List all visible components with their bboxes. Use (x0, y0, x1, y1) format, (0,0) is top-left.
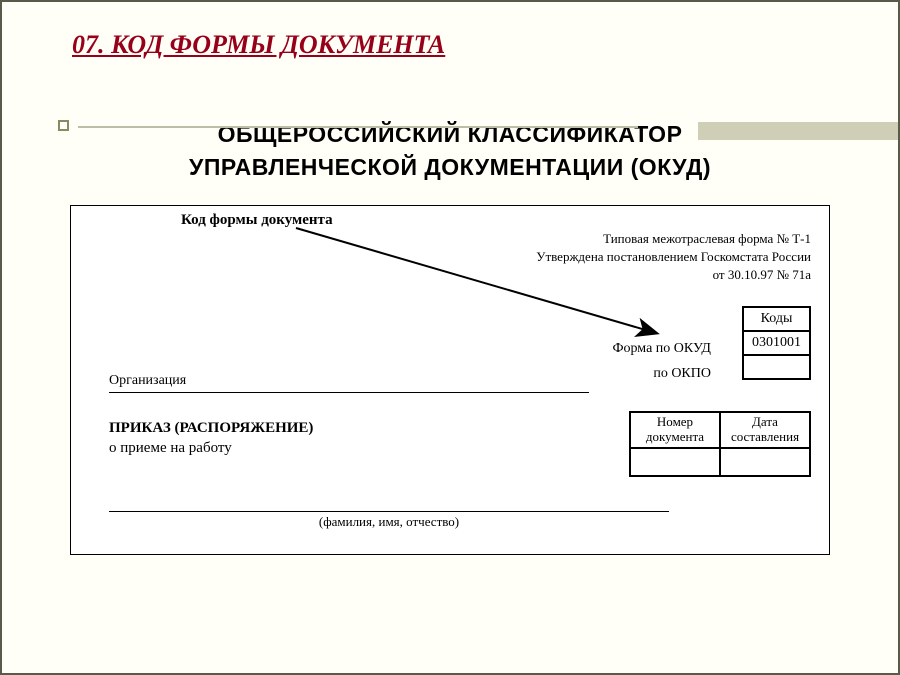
col-number-l1: Номер (657, 414, 693, 429)
order-title: ПРИКАЗ (РАСПОРЯЖЕНИЕ) (109, 418, 313, 438)
approval-line-2: Утверждена постановлением Госкомстата Ро… (536, 248, 811, 266)
subtitle-line-1: ОБЩЕРОССИЙСКИЙ КЛАССИФИКАТОР (218, 121, 683, 147)
label-okud: Форма по ОКУД (612, 336, 711, 361)
col-date-cell (720, 448, 810, 476)
fio-line: (фамилия, имя, отчество) (109, 511, 669, 530)
codes-header: Коды (743, 307, 810, 331)
subtitle-line-2: УПРАВЛЕНЧЕСКОЙ ДОКУМЕНТАЦИИ (ОКУД) (189, 154, 711, 180)
organization-line: Организация (109, 376, 589, 393)
col-date-l1: Дата (752, 414, 778, 429)
fio-caption: (фамилия, имя, отчество) (319, 514, 459, 529)
label-okpo: по ОКПО (612, 361, 711, 386)
okpo-value (743, 355, 810, 379)
order-block: ПРИКАЗ (РАСПОРЯЖЕНИЕ) о приеме на работу (109, 418, 313, 459)
form-sample: Код формы документа Типовая межотраслева… (70, 205, 830, 555)
title-divider (78, 126, 638, 128)
codes-side-labels: Форма по ОКУД по ОКПО (612, 336, 711, 386)
order-subtitle: о приеме на работу (109, 438, 313, 458)
callout-label: Код формы документа (181, 212, 333, 229)
codes-table: Коды 0301001 (742, 306, 811, 380)
slide-title: 07. КОД ФОРМЫ ДОКУМЕНТА (2, 2, 898, 60)
number-date-table: Номер документа Дата составления (629, 411, 811, 477)
col-date-l2: составления (731, 429, 799, 444)
bullet-square (58, 120, 69, 131)
col-date-header: Дата составления (720, 412, 810, 448)
approval-line-1: Типовая межотраслевая форма № Т-1 (536, 230, 811, 248)
col-number-l2: документа (646, 429, 704, 444)
accent-bar (698, 122, 898, 140)
okud-value: 0301001 (743, 331, 810, 355)
col-number-header: Номер документа (630, 412, 720, 448)
approval-block: Типовая межотраслевая форма № Т-1 Утверж… (536, 230, 811, 285)
organization-label: Организация (109, 373, 186, 388)
approval-line-3: от 30.10.97 № 71а (536, 266, 811, 284)
col-number-cell (630, 448, 720, 476)
